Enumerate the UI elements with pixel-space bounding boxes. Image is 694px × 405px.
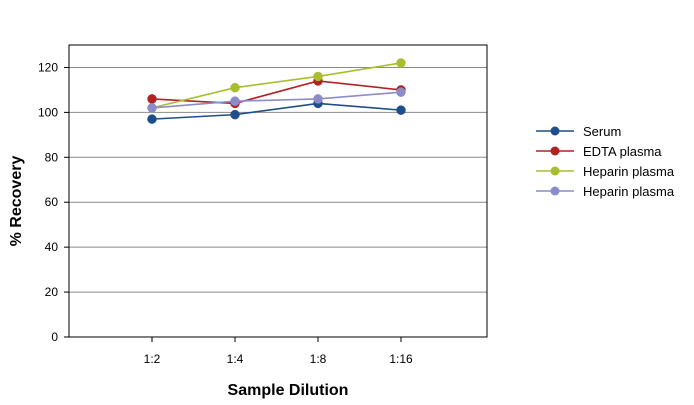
x-tick-label: 1:4 [227,352,244,366]
legend-label: Heparin plasma [583,184,675,199]
data-point [396,105,406,115]
y-tick-label: 0 [51,330,58,344]
series-4 [147,87,406,113]
legend-marker [550,166,560,176]
plot-area-border [68,44,488,338]
axes: 0 20 40 60 80 100 120 1:2 1:4 1:8 1:16 [38,44,488,366]
x-tick-label: 1:2 [144,352,161,366]
legend-marker [550,126,560,136]
series-line [151,91,402,109]
legend-item: Serum [536,124,621,139]
gridlines [69,66,487,293]
legend-item: Heparin plasma [536,164,675,179]
x-tick-label: 1:16 [389,352,413,366]
legend-label: Serum [583,124,621,139]
y-tick-label: 100 [38,105,58,119]
y-tick-label: 20 [45,285,59,299]
data-point [230,109,240,120]
series-group [147,58,406,124]
y-tick-label: 80 [45,150,59,164]
data-point [396,87,406,97]
series-2 [147,76,406,109]
legend-item: Heparin plasma [536,184,675,199]
legend-label: Heparin plasma [583,164,675,179]
legend: Serum EDTA plasma Heparin plasma Heparin pl… [536,124,675,199]
data-point [147,94,157,104]
legend-marker [550,146,560,156]
data-point [230,96,240,106]
y-tick-label: 40 [45,240,59,254]
legend-marker [550,186,560,196]
data-point [396,58,406,68]
series-line [151,80,402,105]
y-tick-label: 120 [38,60,58,74]
x-tick-label: 1:8 [310,352,327,366]
series-line [151,102,402,120]
y-tick-label: 60 [45,195,59,209]
series-1 [147,98,406,124]
data-point [313,94,323,104]
data-point [147,103,157,113]
legend-item: EDTA plasma [536,144,662,159]
data-point [230,82,240,93]
legend-label: EDTA plasma [583,144,662,159]
data-point [147,114,157,124]
y-axis-title: % Recovery [8,156,25,247]
series-line [151,62,402,109]
x-axis-title: Sample Dilution [228,382,349,399]
data-point [313,71,323,82]
